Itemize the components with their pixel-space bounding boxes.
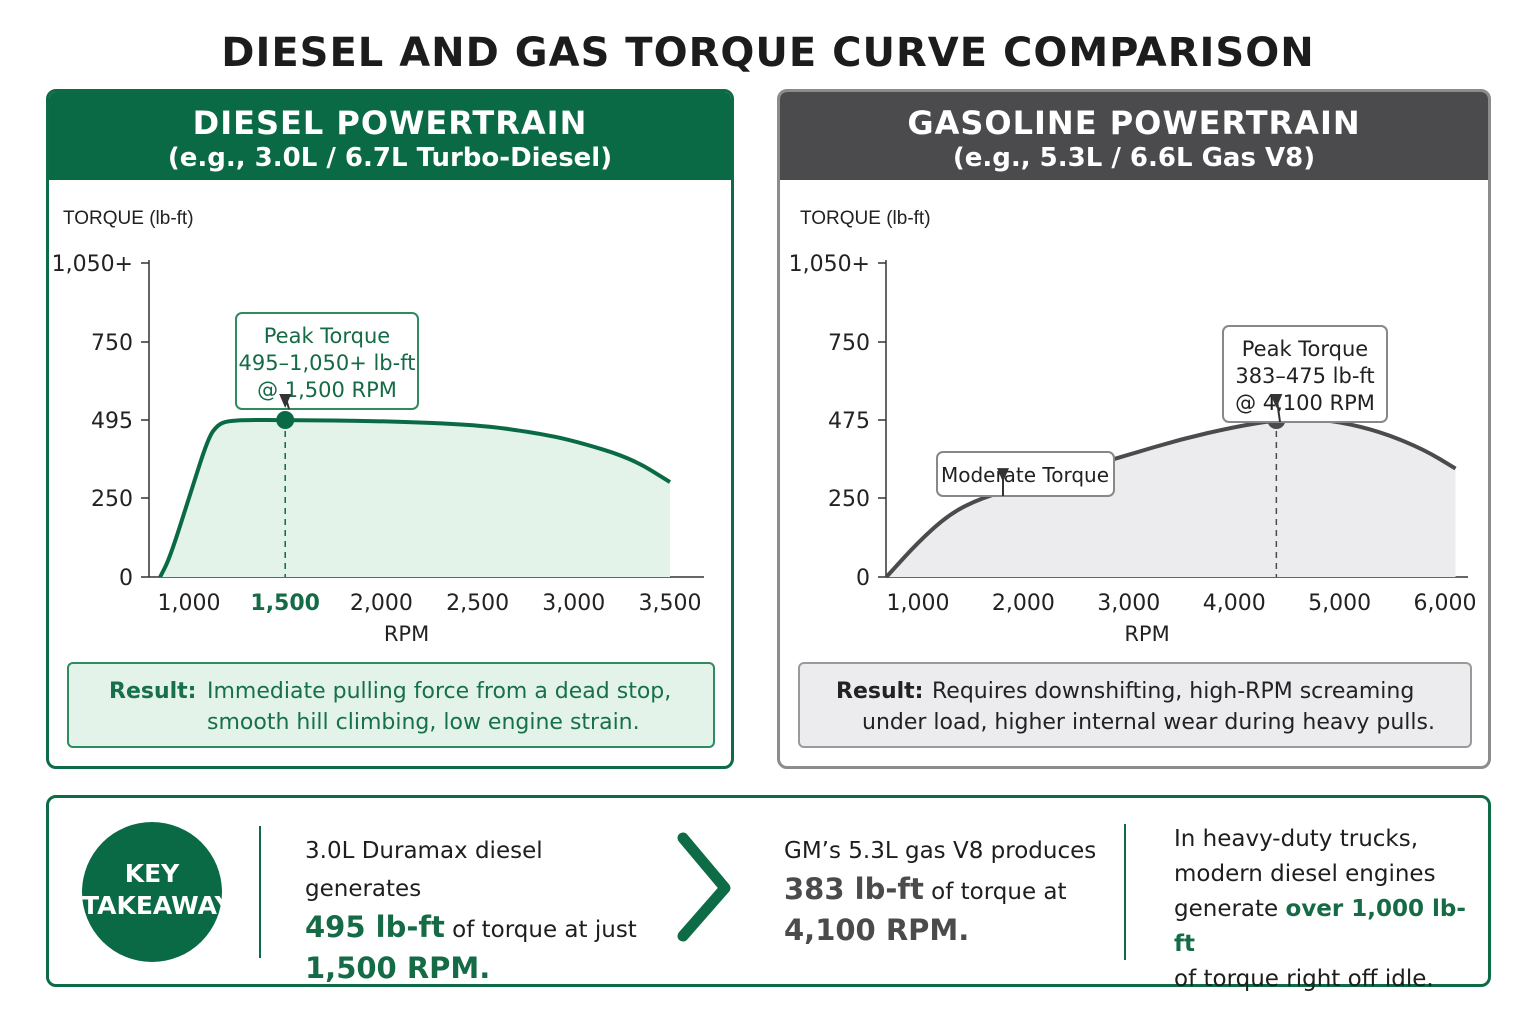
peak-callout-text: @ 1,500 RPM xyxy=(257,378,397,402)
x-tick-label: 1,000 xyxy=(158,591,221,616)
x-tick-label: 1,000 xyxy=(887,591,950,616)
peak-marker xyxy=(276,411,295,429)
y-tick-label: 0 xyxy=(119,566,133,591)
diesel-heading: DIESEL POWERTRAIN xyxy=(192,104,588,142)
torque-curve xyxy=(158,418,672,578)
diesel-panel: DIESEL POWERTRAIN (e.g., 3.0L / 6.7L Tur… xyxy=(46,89,734,769)
moderate-arrow-head xyxy=(997,468,1009,483)
gas-result-label: Result: xyxy=(836,679,924,704)
gas-result-text: Requires downshifting, high-RPM screamin… xyxy=(862,679,1435,735)
y-tick-label: 750 xyxy=(91,331,133,356)
page-title: DIESEL AND GAS TORQUE CURVE COMPARISON xyxy=(221,30,1315,76)
takeaway-summary: In heavy-duty trucks, modern diesel engi… xyxy=(1174,822,1474,997)
y-tick-label: 495 xyxy=(91,409,133,434)
takeaway-summary-line-4: of torque right off idle. xyxy=(1174,966,1434,992)
peak-callout-box xyxy=(1222,325,1388,423)
takeaway-diesel-fact: 3.0L Duramax diesel generates 495 lb-ft … xyxy=(305,832,665,987)
moderate-torque-box xyxy=(936,451,1115,497)
takeaway-summary-line-1: In heavy-duty trucks, xyxy=(1174,826,1419,852)
peak-callout-box xyxy=(235,312,419,410)
takeaway-summary-line-3: generate xyxy=(1174,896,1279,922)
takeaway-gas-torque: 383 lb-ft xyxy=(784,872,924,906)
x-tick-label: 4,000 xyxy=(1203,591,1266,616)
x-tick-label: 3,000 xyxy=(1097,591,1160,616)
y-tick-label: 750 xyxy=(828,331,870,356)
peak-callout-text: 383–475 lb-ft xyxy=(1235,364,1374,388)
gas-torque-chart: TORQUE (lb-ft) 0 250 475 750 1,050+ 1,000 2,000… xyxy=(789,208,1477,646)
y-tick-label: 250 xyxy=(91,487,133,512)
gas-subheading: (e.g., 5.3L / 6.6L Gas V8) xyxy=(952,143,1316,173)
x-tick-label: 2,500 xyxy=(446,591,509,616)
gas-panel: GASOLINE POWERTRAIN (e.g., 5.3L / 6.6L G… xyxy=(777,89,1491,769)
diesel-torque-chart: TORQUE (lb-ft) 0 250 495 750 1,050+ 1,000 1,500… xyxy=(52,208,704,646)
takeaway-gas-intro: GM’s 5.3L gas V8 produces xyxy=(784,838,1097,864)
diesel-result-label: Result: xyxy=(109,679,197,704)
x-tick-label: 2,000 xyxy=(350,591,413,616)
x-axis-label: RPM xyxy=(1124,622,1169,646)
gas-heading: GASOLINE POWERTRAIN xyxy=(907,104,1361,142)
takeaway-gas-fact: GM’s 5.3L gas V8 produces 383 lb-ft of t… xyxy=(784,832,1124,949)
moderate-torque-label: Moderate Torque xyxy=(941,463,1109,487)
x-tick-label: 3,000 xyxy=(542,591,605,616)
takeaway-diesel-rpm: 1,500 RPM. xyxy=(305,951,491,985)
torque-area xyxy=(886,419,1456,577)
y-tick-label: 0 xyxy=(856,566,870,591)
y-tick-label: 250 xyxy=(828,487,870,512)
diesel-result-text: Immediate pulling force from a dead stop… xyxy=(207,679,672,735)
takeaway-summary-highlight: over 1,000 lb-ft xyxy=(1174,896,1466,957)
torque-curve xyxy=(884,417,1457,579)
gas-panel-header: GASOLINE POWERTRAIN (e.g., 5.3L / 6.6L G… xyxy=(780,92,1488,180)
x-tick-label: 2,000 xyxy=(992,591,1055,616)
divider xyxy=(1124,824,1126,960)
peak-callout-text: 495–1,050+ lb-ft xyxy=(239,351,416,375)
takeaway-gas-rpm: 4,100 RPM. xyxy=(784,913,970,947)
key-takeaway-box: KEY TAKEAWAY 3.0L Duramax diesel generat… xyxy=(46,795,1491,992)
x-tick-label: 3,500 xyxy=(639,591,702,616)
key-takeaway-badge: KEY TAKEAWAY xyxy=(82,822,233,962)
x-tick-label: 6,000 xyxy=(1414,591,1477,616)
callout-arrow-head xyxy=(279,394,292,408)
y-tick-label: 1,050+ xyxy=(52,252,133,277)
y-tick-label: 475 xyxy=(828,409,870,434)
takeaway-gas-mid: of torque at xyxy=(931,879,1067,905)
x-tick-label: 1,500 xyxy=(250,591,320,616)
takeaway-summary-line-2: modern diesel engines xyxy=(1174,861,1436,887)
y-axis-label: TORQUE (lb-ft) xyxy=(800,208,931,229)
peak-callout-text: Peak Torque xyxy=(1242,337,1368,361)
torque-area xyxy=(160,420,670,577)
chevron-right-icon xyxy=(677,832,731,942)
peak-callout-text: @ 4,100 RPM xyxy=(1235,391,1375,415)
x-axis-label: RPM xyxy=(384,622,429,646)
callout-arrow-head xyxy=(1270,394,1283,408)
diesel-subheading: (e.g., 3.0L / 6.7L Turbo-Diesel) xyxy=(167,143,613,173)
diesel-result-box: Result: Immediate pulling force from a d… xyxy=(67,662,715,748)
divider xyxy=(259,826,261,958)
peak-callout-text: Peak Torque xyxy=(264,324,390,348)
takeaway-diesel-torque: 495 lb-ft xyxy=(305,910,445,944)
takeaway-diesel-mid: of torque at just xyxy=(452,917,637,943)
takeaway-diesel-intro: 3.0L Duramax diesel generates xyxy=(305,838,543,902)
x-tick-label: 5,000 xyxy=(1308,591,1371,616)
y-axis-label: TORQUE (lb-ft) xyxy=(63,208,194,229)
diesel-panel-header: DIESEL POWERTRAIN (e.g., 3.0L / 6.7L Tur… xyxy=(49,92,731,180)
y-tick-label: 1,050+ xyxy=(789,252,870,277)
gas-result-box: Result: Requires downshifting, high-RPM … xyxy=(798,662,1472,748)
